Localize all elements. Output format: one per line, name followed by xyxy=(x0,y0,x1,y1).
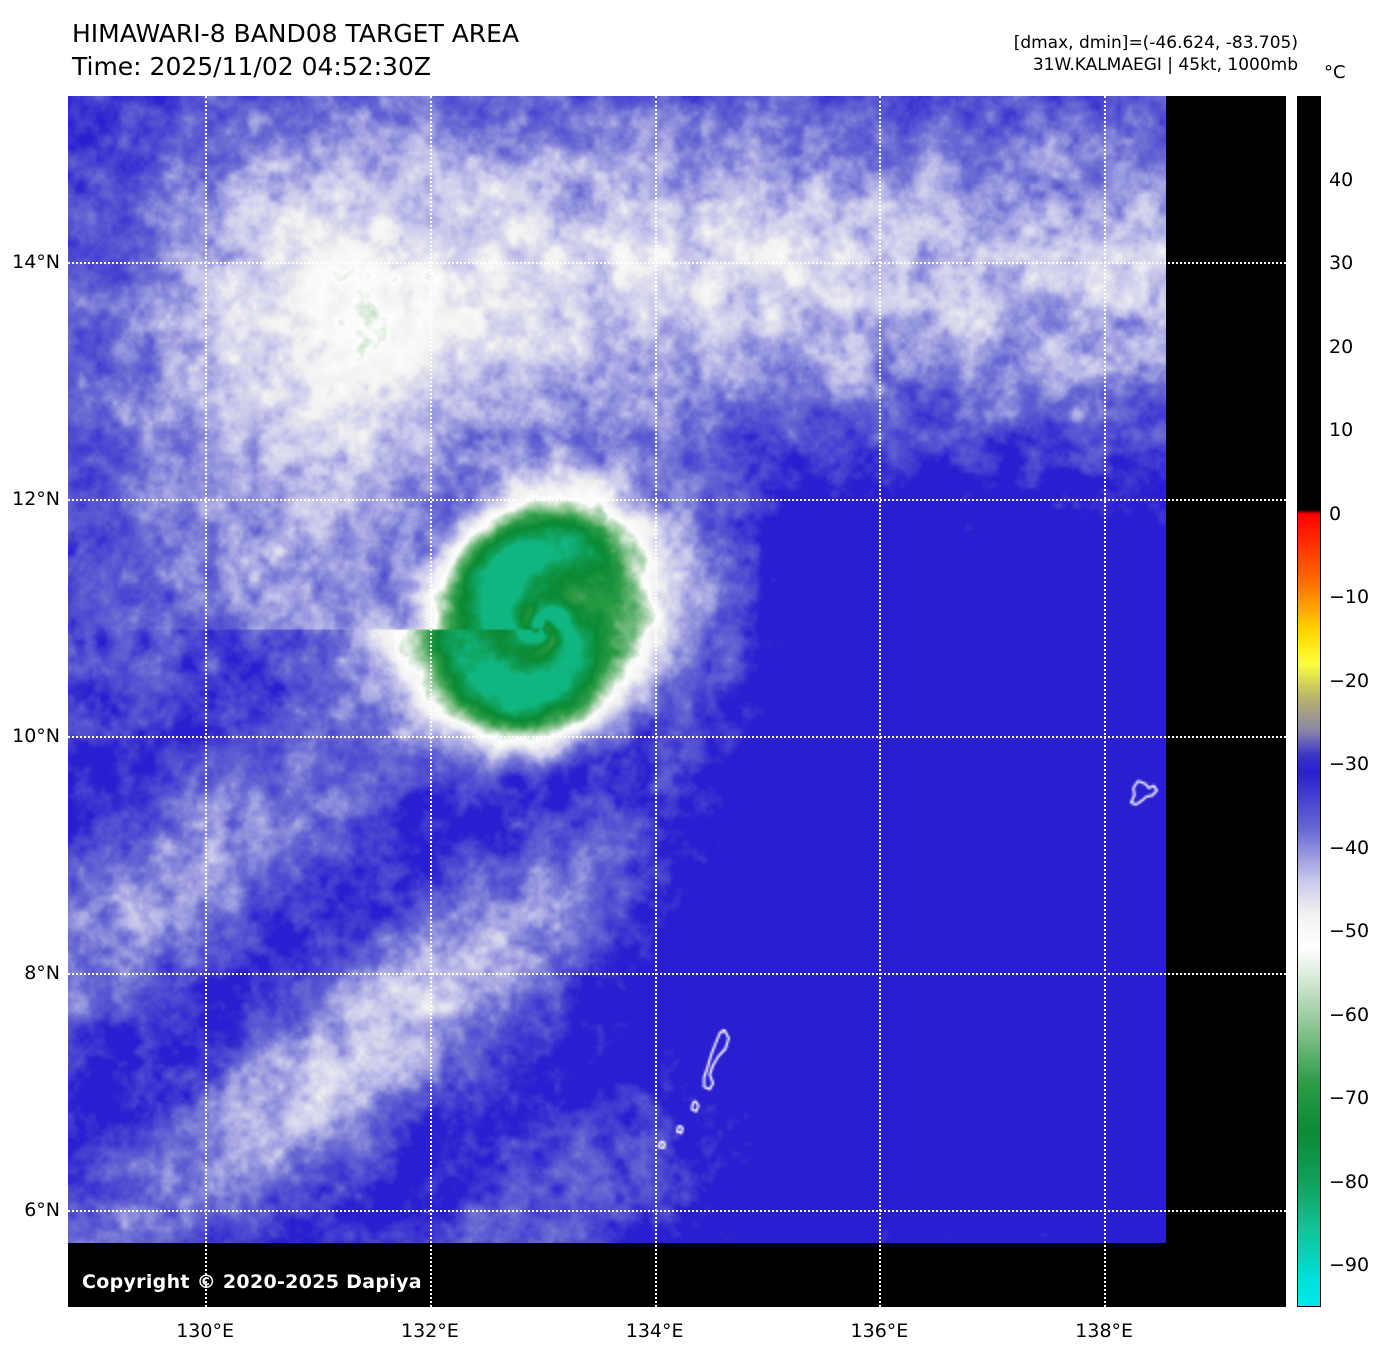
satellite-canvas xyxy=(68,96,1166,1243)
colorbar-tick--50: −50 xyxy=(1329,920,1370,943)
colorbar-tick-10: 10 xyxy=(1329,419,1354,442)
page-title: HIMAWARI-8 BAND08 TARGET AREA xyxy=(72,19,520,48)
colorbar-tick--60: −60 xyxy=(1329,1003,1370,1026)
xtick-label-132: 132°E xyxy=(400,1320,459,1342)
ytick-label-6: 6°N xyxy=(24,1198,60,1221)
satellite-image-raster xyxy=(68,96,1166,1243)
colorbar-tick--40: −40 xyxy=(1329,836,1370,859)
colorbar-tick-0: 0 xyxy=(1329,502,1342,525)
colorbar-unit-label: °C xyxy=(1324,62,1346,83)
colorbar-tick--90: −90 xyxy=(1329,1254,1370,1277)
ytick-label-14: 14°N xyxy=(12,250,60,273)
title-block: HIMAWARI-8 BAND08 TARGET AREA Time: 2025… xyxy=(72,18,519,83)
colorbar-tick-20: 20 xyxy=(1329,335,1354,358)
colorbar-tick--80: −80 xyxy=(1329,1170,1370,1193)
metadata-block: [dmax, dmin]=(-46.624, -83.705) 31W.KALM… xyxy=(1014,32,1298,76)
xtick-label-130: 130°E xyxy=(176,1320,234,1342)
colorbar-tick-30: 30 xyxy=(1329,252,1354,275)
satellite-map-axes: Copyright © 2020-2025 Dapiya xyxy=(68,96,1286,1307)
colorbar-tick--10: −10 xyxy=(1329,586,1370,609)
data-range-text: [dmax, dmin]=(-46.624, -83.705) xyxy=(1013,33,1298,53)
timestamp-line: Time: 2025/11/02 04:52:30Z xyxy=(72,51,431,81)
colorbar-tick--70: −70 xyxy=(1329,1087,1370,1110)
xtick-label-136: 136°E xyxy=(850,1320,909,1342)
storm-info-text: 31W.KALMAEGI | 45kt, 1000mb xyxy=(1032,55,1298,76)
xtick-label-138: 138°E xyxy=(1075,1320,1134,1342)
colorbar-tick-40: 40 xyxy=(1329,168,1354,191)
colorbar-gradient xyxy=(1297,96,1321,1307)
ytick-label-12: 12°N xyxy=(12,487,60,510)
copyright-text: Copyright © 2020-2025 Dapiya xyxy=(82,1271,422,1293)
xtick-label-134: 134°E xyxy=(625,1320,684,1342)
ytick-label-10: 10°N xyxy=(12,724,60,747)
colorbar-tick-layer: 40 30 20 10 0 −10 −20 −30 −40 −50 −60 −70 −80 −90 xyxy=(1297,96,1369,1307)
colorbar-tick--20: −20 xyxy=(1329,669,1370,692)
colorbar-tick--30: −30 xyxy=(1329,753,1370,776)
ytick-label-8: 8°N xyxy=(24,961,60,984)
